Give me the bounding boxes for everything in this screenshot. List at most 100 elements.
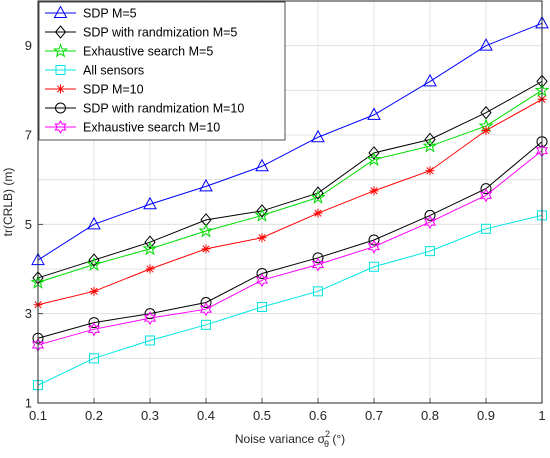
- data-point: [144, 308, 156, 320]
- data-point: [479, 38, 493, 51]
- x-tick-label: 0.5: [253, 408, 271, 423]
- legend-marker: [53, 5, 68, 18]
- x-tick-label: 0.3: [141, 408, 159, 423]
- data-point: [88, 253, 100, 267]
- legend-label: SDP with randmization M=10: [83, 102, 244, 116]
- data-point: [143, 311, 157, 326]
- data-point: [88, 317, 100, 329]
- legend-entry-6: SDP with randmization M=10: [45, 102, 244, 116]
- data-point: [481, 126, 491, 136]
- data-point: [313, 208, 323, 218]
- data-point: [256, 267, 268, 279]
- legend-marker: [55, 102, 66, 114]
- data-point: [256, 204, 268, 218]
- x-tick-label: 0.2: [85, 408, 103, 423]
- data-point: [311, 129, 325, 143]
- legend-box: [38, 1, 286, 141]
- data-point: [199, 178, 213, 192]
- series-line-1: [37, 22, 543, 261]
- data-point: [424, 132, 436, 147]
- data-point: [200, 297, 212, 308]
- legend-entry-3: Exhaustive search M=5: [45, 42, 213, 59]
- series-line-6: [37, 141, 543, 339]
- data-point: [310, 189, 326, 205]
- data-point: [145, 264, 155, 274]
- plot-frame: [37, 0, 543, 404]
- y-tick-label: 5: [25, 217, 32, 232]
- data-point: [313, 286, 323, 297]
- data-point: [422, 138, 438, 153]
- legend-label: SDP with randmization M=5: [83, 26, 237, 40]
- legend-label: Exhaustive search M=10: [83, 121, 220, 135]
- data-point: [86, 256, 102, 272]
- data-point: [255, 158, 269, 172]
- legend-label: SDP M=5: [83, 7, 137, 21]
- data-point: [255, 273, 269, 288]
- data-point: [369, 261, 379, 272]
- x-tick-label: 0.9: [477, 408, 495, 423]
- y-tick-label: 1: [25, 396, 32, 411]
- data-point: [199, 302, 213, 317]
- legend-entry-2: SDP with randmization M=5: [45, 25, 237, 40]
- data-point: [201, 319, 211, 330]
- data-point: [368, 146, 380, 160]
- series-line-4: [37, 214, 543, 386]
- data-point: [201, 244, 211, 254]
- legend-entry-5: SDP M=10: [45, 83, 144, 97]
- x-axis-label: Noise variance σ2 θ (°): [235, 429, 345, 449]
- data-point: [312, 186, 324, 200]
- data-point: [142, 240, 158, 256]
- data-point: [254, 207, 270, 222]
- legend-entry-4: All sensors: [45, 64, 144, 78]
- series-line-2: [37, 80, 543, 279]
- data-point: [89, 353, 99, 364]
- y-axis-label: tr(CRLB) (m): [1, 168, 15, 237]
- legend-label: Exhaustive search M=5: [83, 45, 213, 59]
- y-tick-label: 9: [25, 38, 32, 53]
- data-point: [425, 246, 435, 257]
- y-tick-label: 7: [25, 128, 32, 143]
- x-tick-label: 0.6: [309, 408, 327, 423]
- x-axis-ticks: 0.1 0.2 0.3 0.4 0.5 0.6 0.7 0.8 0.9 1: [29, 398, 546, 423]
- legend-marker: [54, 119, 67, 135]
- data-point: [367, 107, 381, 120]
- legend-marker: [55, 65, 66, 75]
- data-point: [143, 196, 157, 210]
- series-line-7: [37, 150, 543, 346]
- data-point: [480, 183, 492, 195]
- data-point: [368, 234, 380, 246]
- data-point: [89, 286, 99, 296]
- data-point: [424, 209, 436, 221]
- legend-marker: [52, 42, 69, 58]
- data-point: [87, 216, 101, 230]
- legend-label: All sensors: [83, 64, 144, 78]
- legend: SDP M=5 SDP with randmization M=5 Exhausti…: [38, 1, 286, 141]
- data-point: [425, 166, 435, 176]
- data-point: [87, 322, 101, 337]
- data-point: [145, 335, 155, 346]
- data-point: [423, 73, 437, 87]
- x-tick-label: 0.4: [197, 408, 215, 423]
- legend-entry-1: SDP M=5: [45, 5, 137, 21]
- data-point: [366, 151, 382, 167]
- data-point: [367, 239, 381, 254]
- data-point: [257, 233, 267, 243]
- legend-label: SDP M=10: [83, 83, 144, 97]
- data-point: [479, 188, 493, 203]
- data-point: [481, 223, 491, 234]
- x-tick-label: 0.1: [29, 408, 47, 423]
- series-line-5: [37, 98, 543, 306]
- x-tick-label: 0.7: [365, 408, 383, 423]
- data-point: [369, 186, 379, 196]
- legend-marker: [56, 84, 65, 94]
- x-tick-label: 1: [538, 408, 545, 423]
- data-point: [144, 235, 156, 249]
- series-line-3: [37, 89, 543, 283]
- data-point: [198, 223, 214, 238]
- legend-marker: [54, 25, 67, 39]
- legend-entry-7: Exhaustive search M=10: [45, 119, 220, 135]
- data-point: [423, 215, 437, 230]
- data-point: [257, 301, 267, 312]
- y-tick-label: 3: [25, 306, 32, 321]
